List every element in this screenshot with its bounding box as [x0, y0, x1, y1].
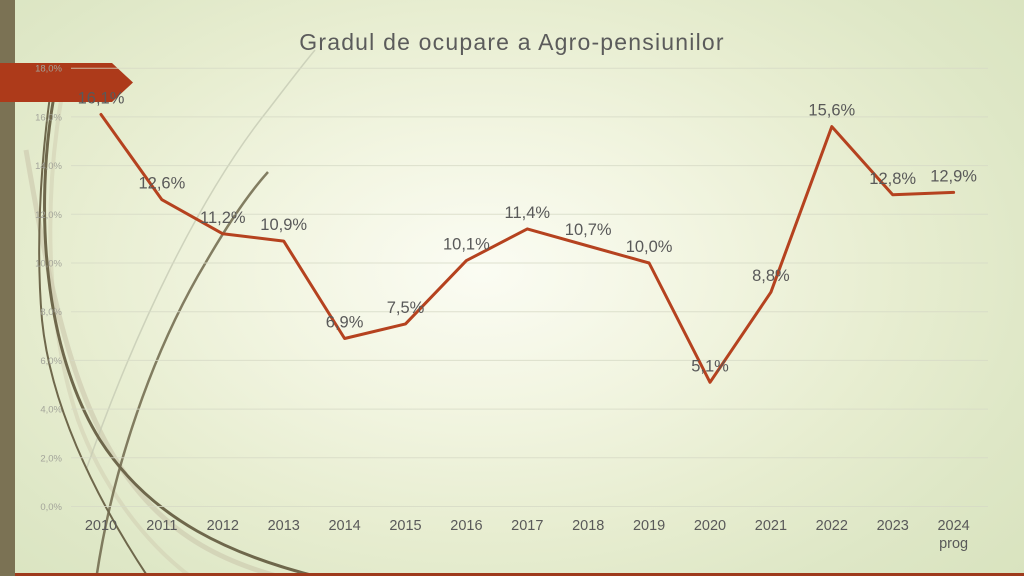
y-axis-tick-label: 10,0%: [35, 259, 62, 270]
data-label: 10,1%: [443, 236, 490, 254]
data-label: 10,9%: [260, 216, 307, 234]
data-label: 10,0%: [626, 238, 673, 256]
decorative-curve-dark: [38, 95, 149, 576]
x-axis-label: 2011: [146, 518, 177, 534]
arrow-banner: [0, 63, 133, 102]
x-axis-label: 2023: [877, 518, 909, 534]
y-axis-tick-label: 18,0%: [35, 64, 62, 75]
y-axis-tick-label: 14,0%: [35, 161, 62, 172]
decorative-curve-faint: [85, 49, 316, 471]
y-axis-tick-label: 16,0%: [35, 112, 62, 123]
x-axis-label: 2013: [268, 518, 300, 534]
decorative-curve-dark: [95, 171, 269, 576]
data-label: 5,1%: [691, 357, 729, 375]
x-axis-label: 2017: [511, 518, 543, 534]
x-axis-label: 2018: [572, 518, 604, 534]
data-label: 8,8%: [752, 267, 790, 285]
x-axis-label: 2019: [633, 518, 665, 534]
x-axis-label: 2010: [85, 518, 117, 534]
data-label: 12,8%: [869, 170, 916, 188]
left-edge-bar: [0, 0, 15, 576]
x-axis-label: 2012: [207, 518, 239, 534]
data-line: [99, 113, 956, 384]
x-axis-label: 2021: [755, 518, 787, 534]
data-label: 10,7%: [565, 221, 612, 239]
decorative-curve-dark: [43, 95, 321, 576]
decorative-curve-light: [48, 94, 194, 576]
data-label: 15,6%: [808, 102, 855, 120]
y-axis-tick-label: 2,0%: [40, 453, 62, 464]
y-axis-tick-label: 8,0%: [40, 307, 62, 318]
data-label: 12,6%: [139, 175, 186, 193]
y-axis-tick-label: 6,0%: [40, 356, 62, 367]
y-axis-tick-label: 0,0%: [40, 502, 62, 513]
data-label: 7,5%: [387, 299, 425, 317]
data-label: 12,9%: [930, 167, 977, 185]
data-label: 16,1%: [78, 89, 125, 107]
data-label: 11,4%: [505, 204, 551, 222]
x-axis-label: 2016: [450, 518, 482, 534]
x-axis-label: 2014: [328, 518, 360, 534]
y-axis-tick-label: 12,0%: [35, 210, 62, 221]
x-axis-label: 2022: [816, 518, 848, 534]
data-label: 6,9%: [326, 313, 364, 331]
y-axis-tick-label: 4,0%: [40, 405, 62, 416]
chart-title: Gradul de ocupare a Agro-pensiunilor: [299, 29, 725, 55]
data-label: 11,2%: [200, 209, 246, 227]
bottom-stripe: [15, 573, 1024, 576]
x-axis-label: 2015: [389, 518, 421, 534]
x-axis-label: 2024 prog: [937, 518, 969, 552]
x-axis-label: 2020: [694, 518, 726, 534]
